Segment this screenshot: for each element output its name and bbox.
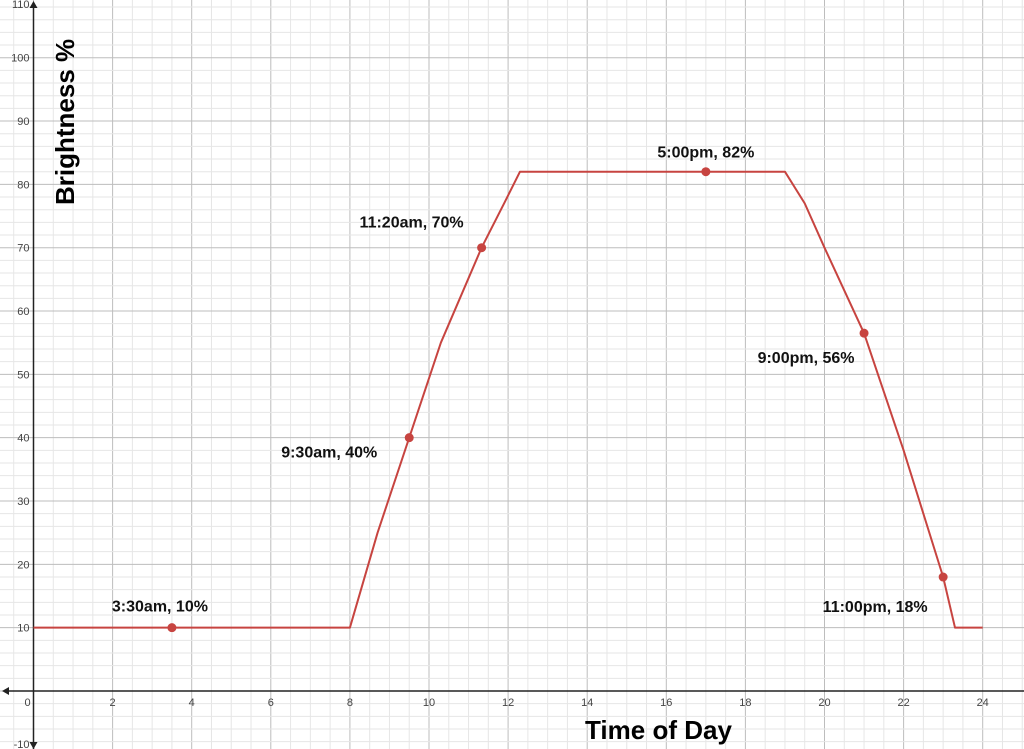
x-tick-label: 18 xyxy=(739,697,751,709)
data-label: 3:30am, 10% xyxy=(112,599,208,616)
y-tick-label: 50 xyxy=(17,369,29,381)
x-tick-label: 24 xyxy=(977,697,989,709)
y-tick-label: 40 xyxy=(17,433,29,445)
brightness-curve xyxy=(33,170,983,629)
y-axis-arrow-down xyxy=(29,742,38,749)
x-tick-label: 2 xyxy=(110,697,116,709)
y-tick-label: 80 xyxy=(17,179,29,191)
data-point xyxy=(859,328,869,338)
y-axis-arrow xyxy=(29,1,38,8)
x-tick-label: 0 xyxy=(24,697,30,709)
x-tick-label: 22 xyxy=(897,697,909,709)
x-tick-label: 4 xyxy=(189,697,195,709)
data-point xyxy=(938,572,948,582)
x-tick-label: 16 xyxy=(660,697,672,709)
x-tick-label: 10 xyxy=(423,697,435,709)
y-tick-label: 70 xyxy=(17,243,29,255)
x-tick-label: 14 xyxy=(581,697,593,709)
data-point xyxy=(404,433,414,443)
y-tick-label: 100 xyxy=(11,53,29,65)
y-tick-label: 10 xyxy=(17,623,29,635)
x-axis-arrow xyxy=(2,687,9,695)
tick-labels: 0 2 4 6 8 10 12 14 16 18 20 22 24-101020304050607080… xyxy=(11,0,989,749)
data-label: 9:30am, 40% xyxy=(281,445,377,462)
y-tick-label: 60 xyxy=(17,306,29,318)
x-tick-label: 6 xyxy=(268,697,274,709)
y-axis-label: Brightness % xyxy=(50,39,80,205)
y-tick-label: 30 xyxy=(17,496,29,508)
x-axis-label: Time of Day xyxy=(585,715,732,745)
data-point xyxy=(701,167,711,177)
y-tick-label: 110 xyxy=(12,0,30,11)
data-label: 5:00pm, 82% xyxy=(657,145,754,162)
x-tick-label: 12 xyxy=(502,697,514,709)
data-label: 11:00pm, 18% xyxy=(823,599,928,616)
plot-area: 3:30am, 10% 9:30am, 40% 11:20am, 70% 5:00pm… xyxy=(33,145,983,633)
y-tick-label: -10 xyxy=(14,739,30,749)
y-tick-label: 20 xyxy=(17,559,29,571)
data-label: 11:20am, 70% xyxy=(360,215,464,232)
data-point xyxy=(477,243,487,253)
data-point xyxy=(167,623,177,633)
y-tick-label: 90 xyxy=(17,116,29,128)
x-tick-label: 20 xyxy=(818,697,830,709)
x-tick-label: 8 xyxy=(347,697,353,709)
data-label: 9:00pm, 56% xyxy=(758,350,855,367)
